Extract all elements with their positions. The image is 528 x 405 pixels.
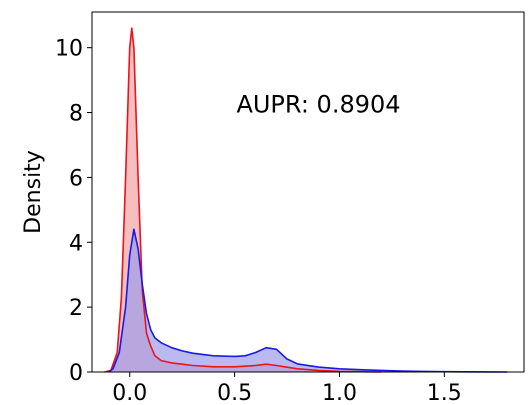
plot-area xyxy=(104,27,508,373)
y-tick-label: 4 xyxy=(69,231,83,256)
y-tick-label: 10 xyxy=(55,37,83,62)
series-1-line xyxy=(104,27,382,373)
x-tick-label: 1.5 xyxy=(427,381,462,405)
aupr-annotation: AUPR: 0.8904 xyxy=(236,91,400,119)
plot-frame xyxy=(91,11,525,373)
x-axis: 0.0 0.5 1.0 1.5 xyxy=(112,372,462,405)
y-tick-label: 2 xyxy=(69,296,83,321)
y-tick-label: 0 xyxy=(69,361,83,386)
x-tick-label: 1.0 xyxy=(322,381,357,405)
y-axis: 0 2 4 6 8 10 xyxy=(55,37,92,386)
series-2-area xyxy=(108,229,508,372)
y-axis-label: Density xyxy=(21,150,46,234)
x-tick-label: 0.0 xyxy=(112,381,147,405)
series-2-line xyxy=(108,228,508,373)
y-tick-label: 6 xyxy=(69,166,83,191)
y-tick-label: 8 xyxy=(69,102,83,127)
x-tick-label: 0.5 xyxy=(217,381,252,405)
